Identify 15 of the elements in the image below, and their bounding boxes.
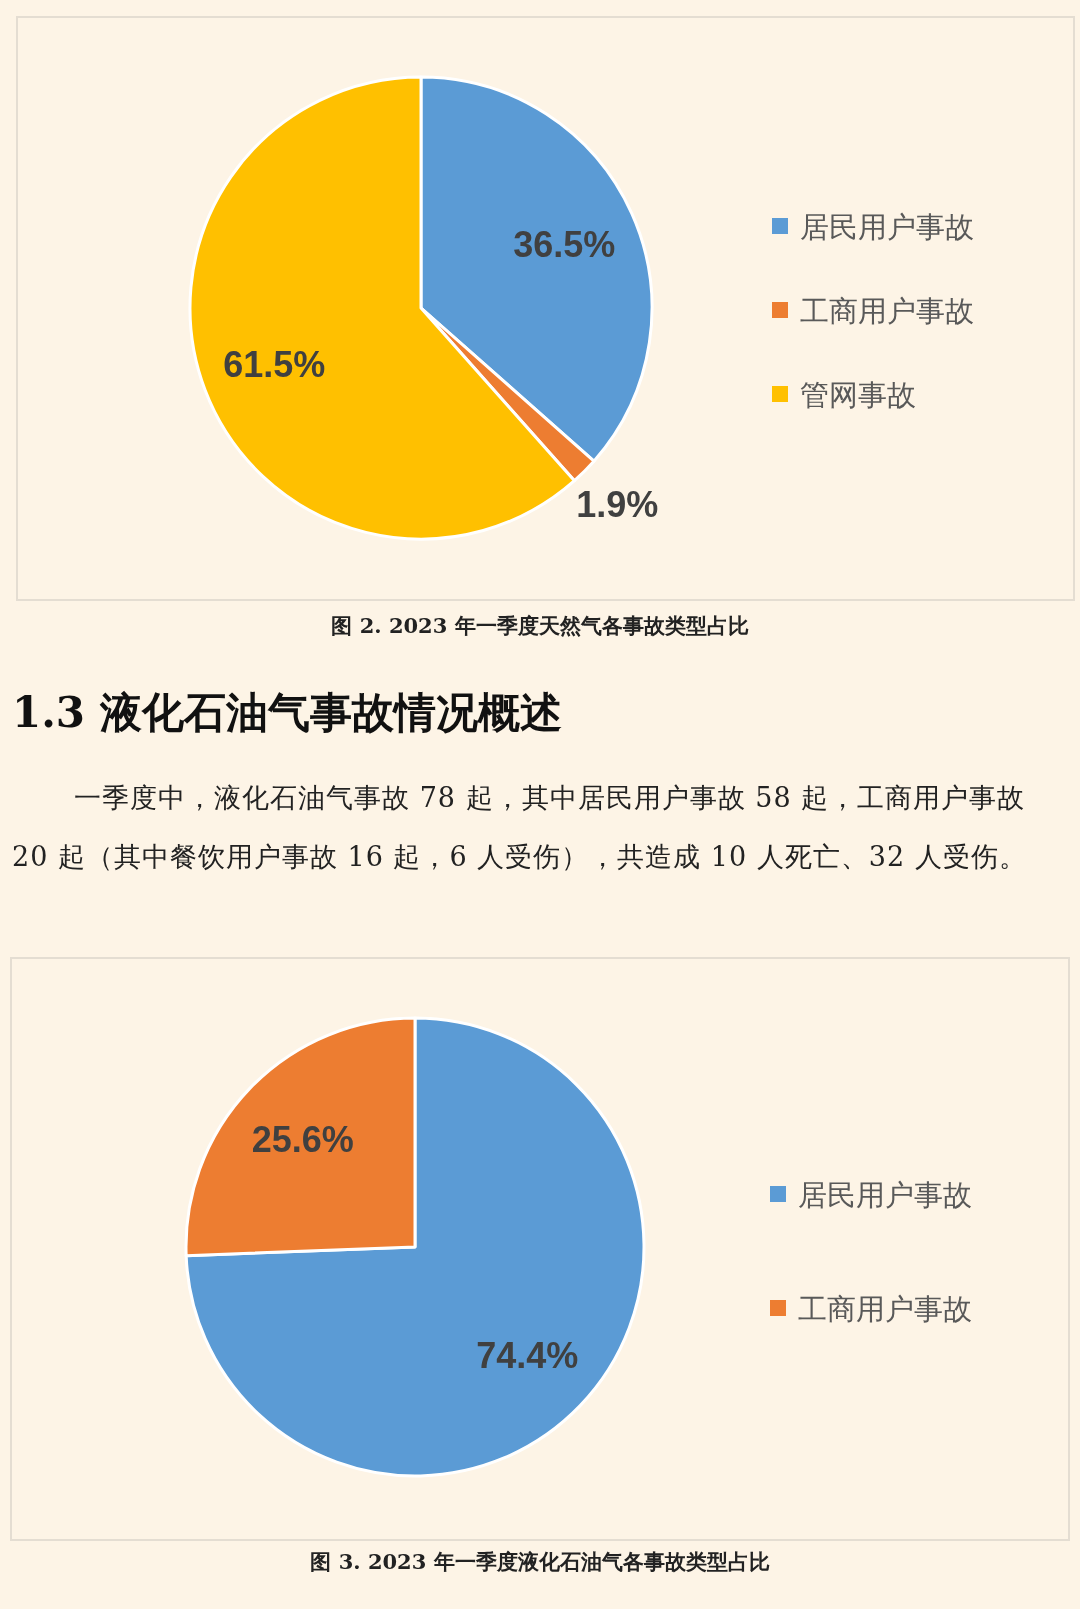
legend-label: 居民用户事故 bbox=[800, 210, 974, 244]
pie-slice bbox=[184, 1016, 646, 1478]
data-label: 61.5% bbox=[223, 343, 326, 385]
legend-label: 管网事故 bbox=[800, 378, 916, 412]
legend-label: 居民用户事故 bbox=[798, 1178, 972, 1212]
text: 图 2. 2023 年一季度天然气各事故类型占比 bbox=[330, 612, 750, 640]
legend-label: 工商用户事故 bbox=[800, 294, 974, 328]
data-label: 74.4% bbox=[476, 1335, 579, 1377]
text: 图 3. 2023 年一季度液化石油气各事故类型占比 bbox=[309, 1548, 771, 1576]
legend-label: 工商用户事故 bbox=[798, 1292, 972, 1326]
data-label: 25.6% bbox=[251, 1118, 354, 1160]
text: 1.3 液化石油气事故情况概述 bbox=[12, 687, 562, 739]
text: 一季度中，液化石油气事故 78 起，其中居民用户事故 58 起，工商用户事故 20 起（其中餐饮用户事故 16 起，6 人受伤），共造成 10 人死亡、32 人受伤。 bbox=[12, 781, 1028, 874]
data-label: 1.9% bbox=[576, 483, 659, 525]
data-label: 36.5% bbox=[513, 223, 616, 265]
